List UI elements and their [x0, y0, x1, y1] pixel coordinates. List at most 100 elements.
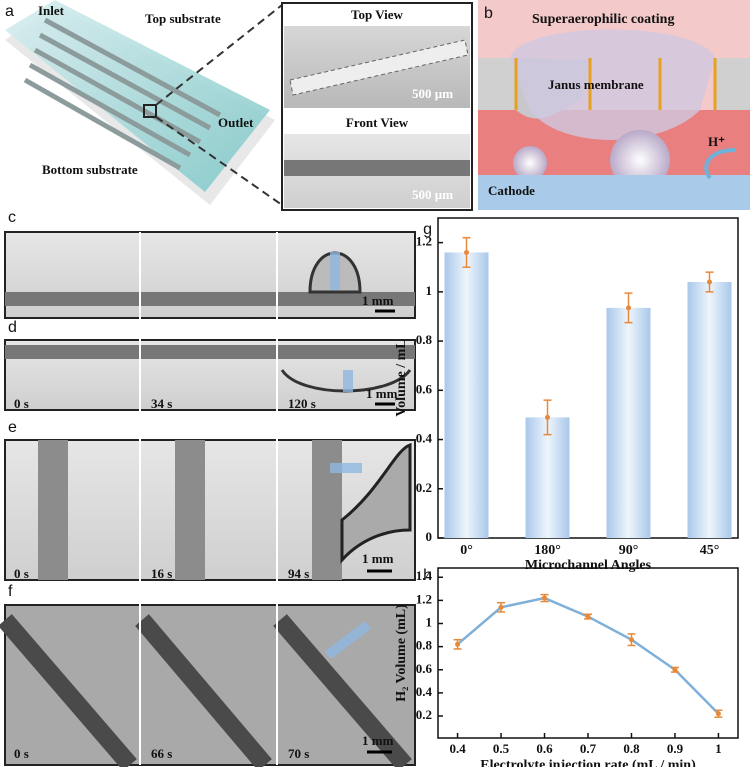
y-tick-label: 0.4 [416, 431, 433, 446]
plot-frame [437, 567, 739, 739]
x-tick-label: 0.4 [449, 741, 466, 756]
y-tick-label: 0.2 [416, 707, 432, 722]
image-strips: c d e f 1 mm 1 mm 1 mm 1 mm [0, 209, 416, 767]
scale-label: 1 mm [362, 733, 394, 748]
cathode [478, 175, 750, 210]
coating [514, 58, 717, 110]
bar [444, 252, 489, 538]
channel [0, 614, 412, 767]
scale-label: 500 µm [412, 86, 453, 101]
y-axis-title: Volume / mL [394, 339, 409, 416]
time-label: 66 s [151, 746, 172, 761]
bar [606, 307, 651, 538]
inset-title: Top View [351, 7, 404, 22]
channel [38, 440, 68, 580]
x-axis-title: Electrolyte injection rate (mL / min) [480, 758, 696, 767]
time-label: 0 s [14, 566, 29, 581]
panel-label: d [8, 319, 17, 336]
inset-title: Front View [346, 115, 409, 130]
x-tick-label: 0.6 [536, 741, 553, 756]
microchannel [284, 160, 470, 176]
scale-label: 1 mm [362, 293, 394, 308]
y-tick-label: 1.4 [416, 568, 433, 583]
panel-label: a [5, 3, 14, 20]
data-point [715, 711, 721, 717]
panel-label: f [8, 583, 13, 600]
scale-label: 500 µm [412, 187, 453, 202]
y-tick-label: 1.2 [416, 234, 432, 249]
x-tick-label: 90° [619, 543, 639, 558]
panel-label: h [423, 567, 432, 584]
y-tick-label: 0.6 [416, 661, 433, 676]
scale-label: 1 mm [366, 386, 398, 401]
y-tick-label: 0.4 [416, 684, 433, 699]
y-tick-label: 0.2 [416, 480, 432, 495]
annotation: Bottom substrate [42, 162, 138, 177]
x-tick-label: 0° [460, 543, 473, 558]
substrate [715, 58, 750, 110]
y-tick-label: 1.2 [416, 591, 432, 606]
annotation: Superaerophilic coating [532, 12, 674, 27]
annotation: Top substrate [145, 11, 221, 26]
annotation: Janus membrane [548, 77, 644, 92]
mean-marker [464, 249, 469, 255]
bubble-gas [510, 29, 715, 140]
annotation: Cathode [488, 183, 535, 198]
glass-chip [5, 0, 270, 192]
time-label: 120 s [288, 396, 316, 411]
annotation: Inlet [38, 3, 65, 18]
annotation: Outlet [218, 115, 254, 130]
x-tick-label: 180° [534, 543, 561, 558]
mean-marker [545, 414, 550, 420]
data-point [585, 614, 591, 620]
substrate [478, 58, 516, 110]
y-axis-title: H₂ Volume (mL) [394, 604, 409, 702]
time-label: 94 s [288, 566, 309, 581]
mean-marker [707, 279, 712, 285]
data-point [498, 604, 504, 610]
y-tick-label: 0.8 [416, 332, 433, 347]
scale-label: 1 mm [362, 551, 394, 566]
panel-b: b Superaerophilic coating Janus membrane… [478, 0, 750, 210]
microchannel [289, 39, 469, 96]
panel-label: g [423, 221, 432, 238]
x-tick-label: 0.5 [493, 741, 510, 756]
time-label: 0 s [14, 396, 29, 411]
bar [525, 417, 570, 538]
x-tick-label: 0.8 [623, 741, 640, 756]
panel-label: e [8, 419, 17, 436]
time-label: 34 s [151, 396, 172, 411]
time-label: 16 s [151, 566, 172, 581]
data-point [455, 641, 461, 647]
mean-marker [626, 305, 631, 311]
time-label: 70 s [288, 746, 309, 761]
y-tick-label: 1 [426, 283, 433, 298]
channel [5, 345, 415, 359]
zoom-line [155, 4, 283, 106]
y-tick-label: 0.6 [416, 381, 433, 396]
x-tick-label: 45° [700, 543, 720, 558]
y-tick-label: 1 [426, 614, 433, 629]
bubble [513, 146, 547, 180]
plot-frame [437, 217, 739, 539]
annotation: H⁺ [708, 134, 725, 149]
arrow [704, 148, 736, 180]
droplet [340, 442, 412, 564]
time-label: 0 s [14, 746, 29, 761]
arrow [325, 252, 371, 659]
channel [175, 440, 205, 580]
channels [23, 17, 222, 171]
x-tick-label: 0.9 [667, 741, 684, 756]
x-tick-label: 0.7 [580, 741, 597, 756]
panel-label: b [484, 5, 493, 22]
panel-a: a Inlet Top substrate Outlet Bottom subs… [5, 0, 473, 211]
bar [687, 282, 732, 538]
data-point [672, 667, 678, 673]
y-tick-label: 0 [426, 529, 433, 544]
panel-label: c [8, 209, 16, 226]
scale-bar [367, 309, 395, 754]
channel [5, 292, 415, 306]
x-tick-label: 1 [715, 741, 722, 756]
channel [312, 440, 342, 580]
